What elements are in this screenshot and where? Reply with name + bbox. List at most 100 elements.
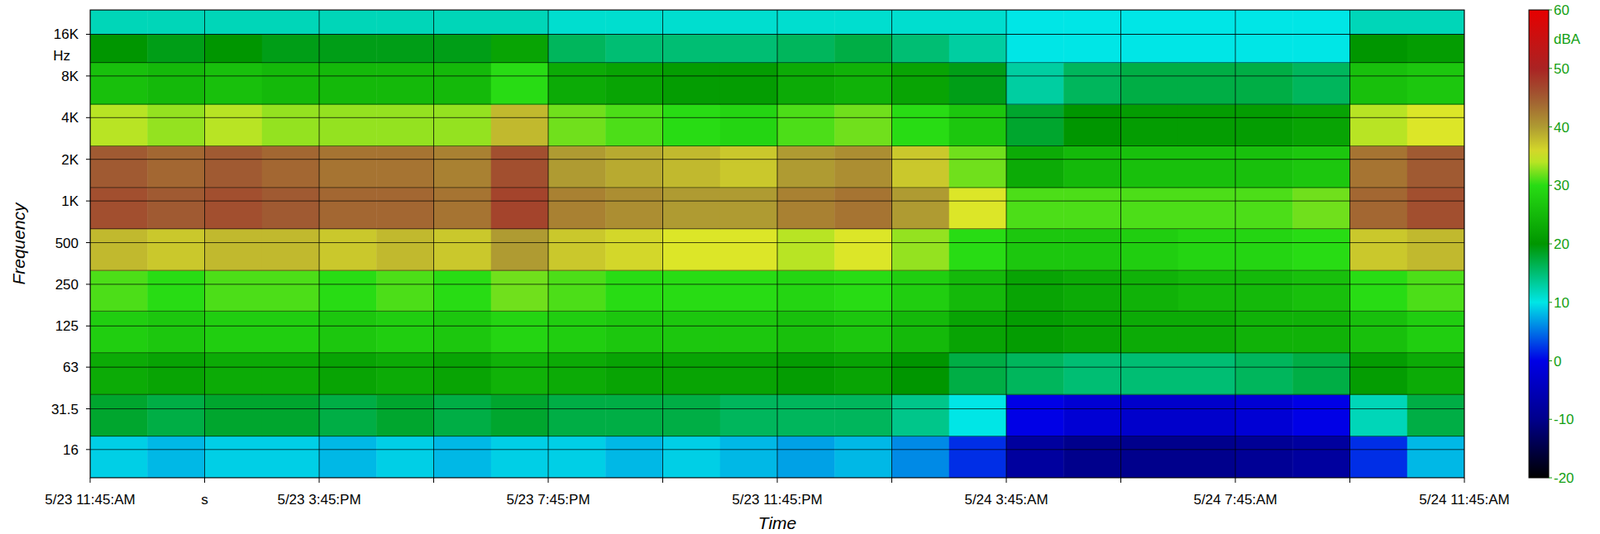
y-tick-label: 4K — [61, 109, 79, 126]
x-tick-label: 5/23 11:45:AM — [44, 491, 135, 508]
cell — [949, 310, 1008, 354]
cell — [777, 104, 836, 147]
cell — [548, 62, 607, 106]
cell — [205, 229, 263, 272]
grid-line — [891, 9, 893, 478]
cell — [834, 9, 893, 35]
x-tick-label: 5/24 7:45:AM — [1193, 491, 1277, 508]
cell — [548, 353, 607, 396]
cell — [1407, 62, 1465, 106]
cell — [777, 270, 836, 312]
cell — [376, 229, 435, 272]
cell — [434, 436, 492, 478]
cell — [491, 270, 550, 312]
cell — [949, 9, 1008, 35]
grid-line — [319, 9, 320, 478]
cell — [1006, 145, 1065, 188]
cell — [1121, 145, 1180, 188]
cell — [491, 9, 550, 35]
cell — [605, 145, 664, 188]
cell — [892, 9, 951, 35]
cell — [663, 270, 722, 312]
cell — [663, 187, 722, 230]
cell — [1063, 104, 1122, 147]
cell — [376, 353, 435, 396]
cell — [1292, 229, 1351, 272]
cell — [1350, 187, 1409, 230]
cell — [949, 62, 1008, 106]
cell — [1121, 394, 1180, 437]
x-tick-label: 5/24 3:45:AM — [964, 491, 1048, 508]
cell — [1407, 353, 1465, 396]
grid-line — [433, 9, 435, 478]
cell — [434, 62, 492, 106]
cell — [548, 229, 607, 272]
cell — [663, 436, 722, 478]
cell — [205, 353, 263, 396]
cell — [1292, 270, 1351, 312]
cell — [1121, 270, 1180, 312]
cell — [834, 353, 893, 396]
y-tick — [85, 33, 91, 35]
grid-line — [1235, 9, 1237, 478]
cell — [1350, 33, 1409, 63]
cell — [1407, 394, 1465, 437]
cell — [376, 9, 435, 35]
cell — [1235, 104, 1294, 147]
cells — [90, 9, 1465, 478]
cell — [147, 187, 206, 230]
cell — [949, 187, 1008, 230]
cell — [319, 145, 378, 188]
x-tick — [319, 477, 320, 483]
cell — [949, 394, 1008, 437]
y-tick-label: 8K — [61, 68, 79, 85]
cell — [834, 145, 893, 188]
cell — [1006, 104, 1065, 147]
cell — [434, 104, 492, 147]
cell — [491, 62, 550, 106]
cell — [376, 62, 435, 106]
cell — [892, 436, 951, 478]
x-axis-title: Time — [758, 513, 797, 533]
cell — [1292, 62, 1351, 106]
y-tick-label: 16 — [62, 442, 79, 459]
cell — [147, 104, 206, 147]
cell — [949, 270, 1008, 312]
cell — [205, 145, 263, 188]
cell — [892, 145, 951, 188]
y-tick — [85, 242, 91, 244]
cell — [90, 187, 149, 230]
cell — [262, 33, 320, 63]
cell — [491, 310, 550, 354]
cell — [949, 436, 1008, 478]
cell — [205, 310, 263, 354]
cell — [434, 353, 492, 396]
cell — [720, 62, 779, 106]
cell — [262, 145, 320, 188]
y-axis-title: Frequency — [9, 201, 29, 286]
cell — [147, 33, 206, 63]
cell — [1407, 187, 1465, 230]
cell — [892, 62, 951, 106]
x-tick — [891, 477, 893, 483]
cell — [1350, 436, 1409, 478]
cell — [834, 33, 893, 63]
cell — [605, 270, 664, 312]
cell — [434, 33, 492, 63]
cell — [777, 436, 836, 478]
cell — [1006, 436, 1065, 478]
y-tick-label: 125 — [55, 318, 79, 335]
colorbar-tick — [1548, 126, 1553, 128]
cell — [262, 310, 320, 354]
cell — [1121, 104, 1180, 147]
x-tick — [1006, 477, 1008, 483]
cell — [777, 353, 836, 396]
y-tick — [85, 200, 91, 202]
cell — [834, 270, 893, 312]
cell — [834, 104, 893, 147]
cell — [90, 310, 149, 354]
cell — [147, 394, 206, 437]
x-tick-label: 5/23 3:45:PM — [277, 491, 361, 508]
cell — [1006, 62, 1065, 106]
x-tick — [1120, 477, 1122, 483]
